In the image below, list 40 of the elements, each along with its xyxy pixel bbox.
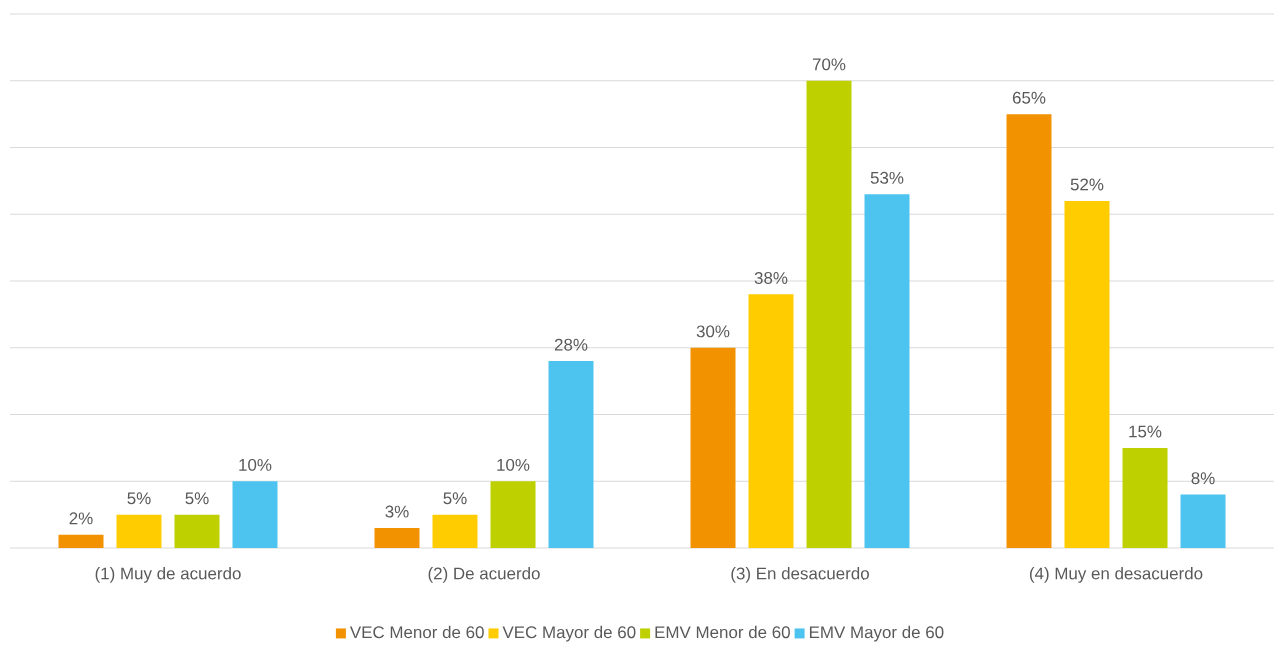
legend-label: EMV Menor de 60 [655, 625, 790, 639]
bar [174, 514, 220, 548]
bar [548, 361, 594, 548]
data-label: 2% [69, 512, 93, 525]
data-label: 70% [812, 58, 846, 71]
data-label: 8% [1191, 472, 1215, 485]
data-label: 10% [497, 458, 530, 471]
bar [432, 514, 478, 548]
legend-label: VEC Mayor de 60 [502, 625, 636, 642]
bar [374, 527, 420, 548]
bar [490, 481, 536, 548]
legend-label: VEC Menor de 60 [349, 625, 484, 639]
legend-label: EMV Mayor de 60 [809, 625, 944, 642]
data-label: 65% [1012, 91, 1046, 104]
data-label: 53% [870, 171, 904, 184]
bar [1122, 447, 1168, 548]
data-label: 5% [443, 492, 467, 505]
data-label: 5% [185, 492, 209, 505]
bar [232, 481, 278, 548]
bar [806, 80, 852, 548]
x-tick-label: (3) En desacuerdo [731, 567, 869, 583]
x-tick-label: (1) Muy de acuerdo [95, 567, 241, 583]
data-label: 28% [554, 338, 588, 351]
bar [690, 347, 736, 548]
bar [116, 514, 162, 548]
bar [1006, 114, 1052, 548]
bar [1064, 200, 1110, 548]
data-label: 3% [385, 505, 409, 518]
data-label: 30% [696, 325, 730, 338]
x-tick-label: (4) Muy en desacuerdo [1029, 567, 1203, 583]
data-label: 52% [1070, 178, 1104, 191]
bar [748, 294, 794, 548]
data-label: 38% [754, 271, 788, 284]
bar [58, 534, 104, 548]
x-tick-label: (2) De acuerdo [428, 567, 540, 583]
data-label: 5% [127, 492, 151, 505]
bar [864, 194, 910, 548]
data-label: 15% [1129, 425, 1162, 438]
bar [1180, 494, 1226, 548]
data-label: 10% [239, 458, 272, 471]
